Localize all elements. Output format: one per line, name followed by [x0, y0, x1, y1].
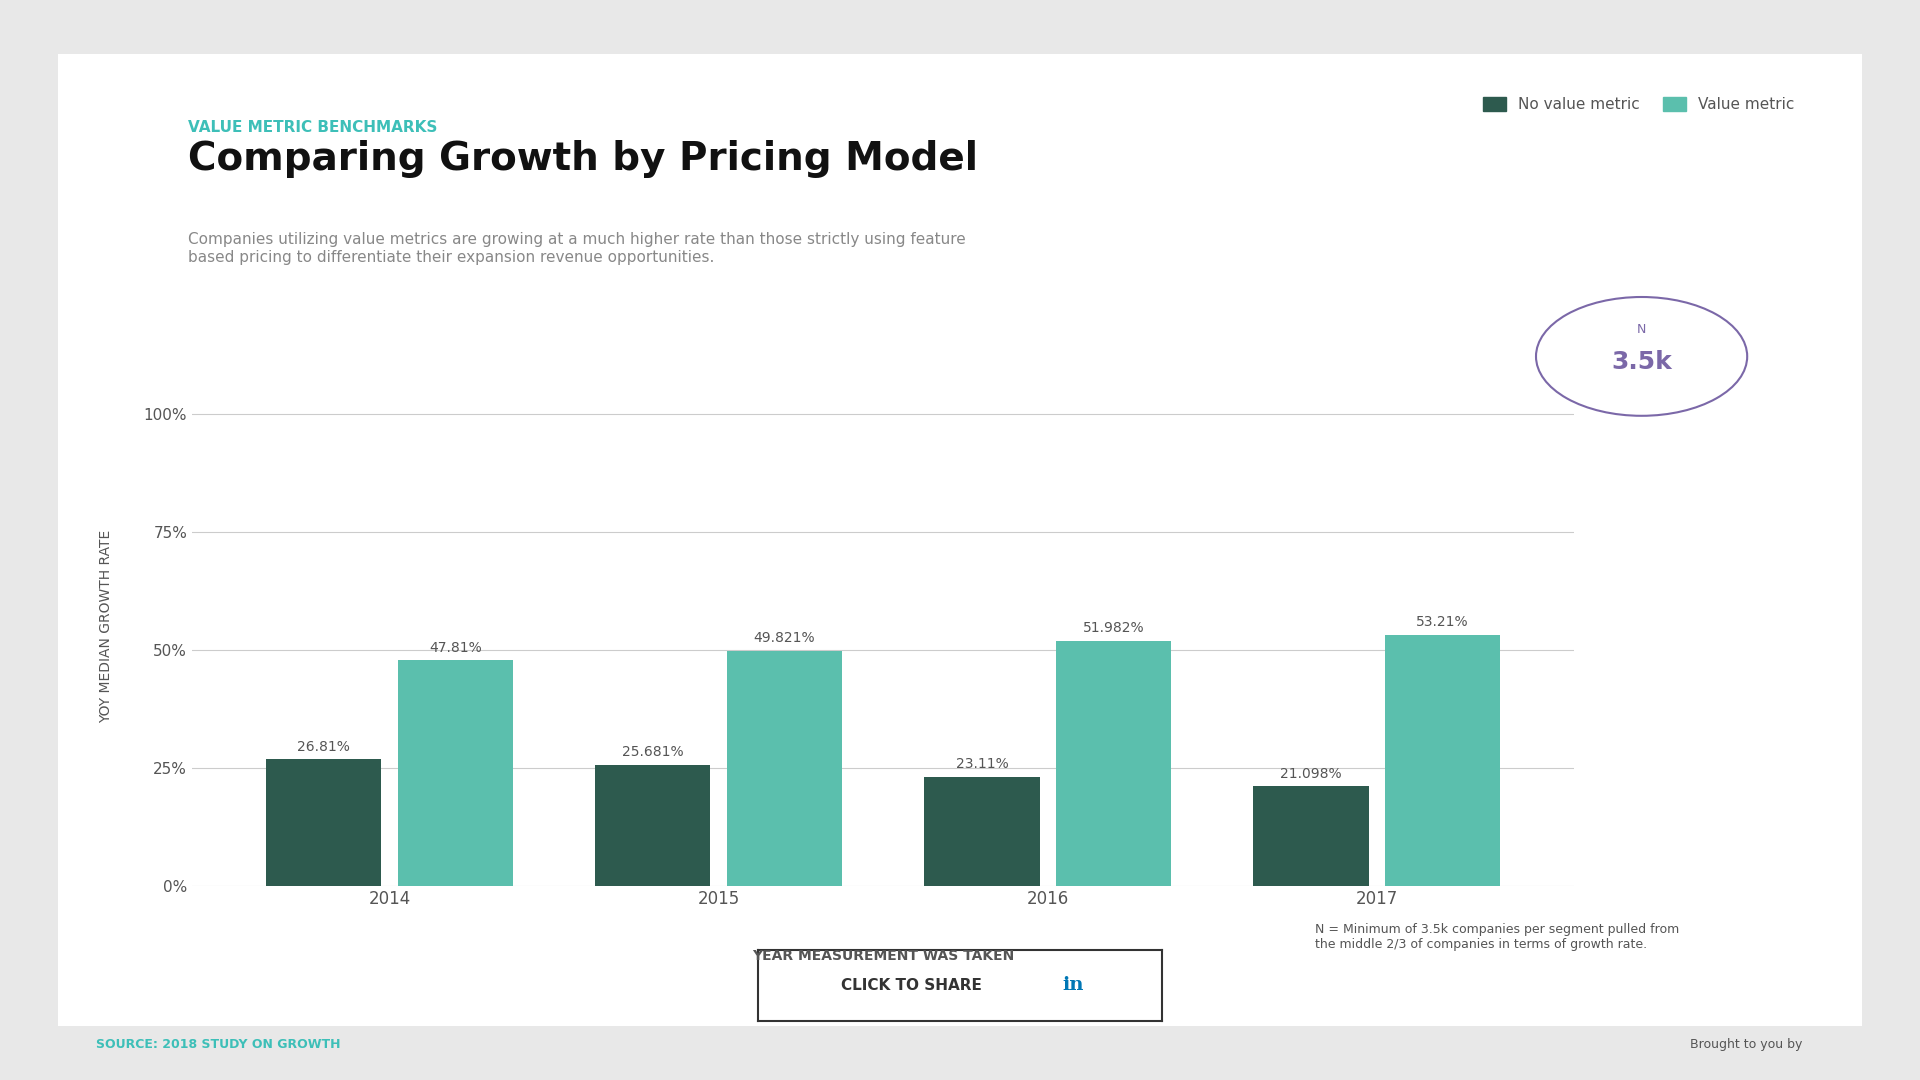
- Text: SOURCE: 2018 STUDY ON GROWTH: SOURCE: 2018 STUDY ON GROWTH: [96, 1038, 340, 1051]
- Bar: [728, 651, 843, 886]
- Text: CLICK TO SHARE: CLICK TO SHARE: [841, 978, 981, 993]
- Bar: [1056, 640, 1171, 886]
- Text: 23.11%: 23.11%: [956, 757, 1008, 771]
- Bar: [267, 759, 382, 886]
- Text: VALUE METRIC BENCHMARKS: VALUE METRIC BENCHMARKS: [188, 120, 438, 135]
- Text: 3.5k: 3.5k: [1611, 350, 1672, 375]
- Bar: [595, 765, 710, 886]
- Text: Brought to you by: Brought to you by: [1690, 1038, 1803, 1051]
- Text: 51.982%: 51.982%: [1083, 621, 1144, 635]
- Text: YEAR MEASUREMENT WAS TAKEN: YEAR MEASUREMENT WAS TAKEN: [753, 949, 1014, 962]
- Legend: No value metric, Value metric: No value metric, Value metric: [1476, 91, 1801, 118]
- Bar: [1254, 786, 1369, 886]
- Text: 21.098%: 21.098%: [1281, 767, 1342, 781]
- Bar: [924, 777, 1039, 886]
- Text: in: in: [1062, 976, 1083, 995]
- Bar: [1384, 635, 1500, 886]
- Text: YOY MEDIAN GROWTH RATE: YOY MEDIAN GROWTH RATE: [98, 530, 113, 723]
- Text: N: N: [1638, 323, 1645, 336]
- Bar: [397, 660, 513, 886]
- Text: 25.681%: 25.681%: [622, 745, 684, 759]
- Text: Comparing Growth by Pricing Model: Comparing Growth by Pricing Model: [188, 140, 977, 178]
- Text: 49.821%: 49.821%: [755, 631, 816, 645]
- Text: 26.81%: 26.81%: [298, 740, 349, 754]
- Text: 53.21%: 53.21%: [1417, 616, 1469, 630]
- Text: Companies utilizing value metrics are growing at a much higher rate than those s: Companies utilizing value metrics are gr…: [188, 232, 966, 265]
- Text: N = Minimum of 3.5k companies per segment pulled from
the middle 2/3 of companie: N = Minimum of 3.5k companies per segmen…: [1315, 923, 1680, 951]
- Text: 47.81%: 47.81%: [428, 640, 482, 654]
